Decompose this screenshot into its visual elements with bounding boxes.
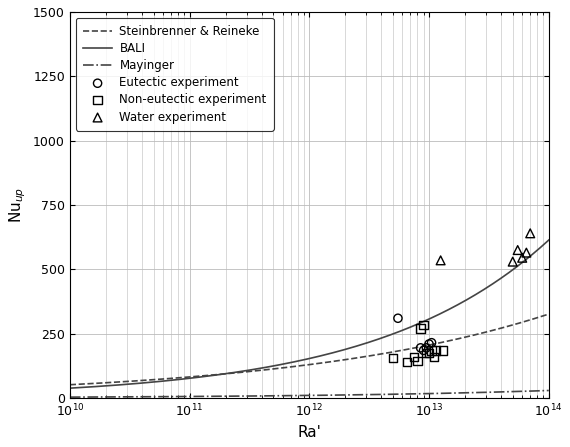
BALI (260, 365, 267, 371)
Line: Mayinger: Mayinger (70, 391, 549, 397)
Steinbrenner & Reineke (115, 380, 122, 385)
BALI (278, 362, 284, 367)
Water experiment (526, 230, 535, 237)
Y-axis label: Nu$_{up}$: Nu$_{up}$ (7, 187, 27, 223)
Steinbrenner & Reineke (67, 382, 74, 388)
Steinbrenner & Reineke (278, 365, 284, 371)
Non-eutectic experiment (419, 321, 428, 328)
BALI (449, 305, 455, 311)
Water experiment (513, 246, 522, 253)
Non-eutectic experiment (425, 350, 434, 357)
Non-eutectic experiment (416, 325, 425, 332)
Non-eutectic experiment (388, 354, 397, 362)
BALI (395, 329, 402, 334)
BALI (67, 385, 74, 391)
Non-eutectic experiment (429, 353, 438, 360)
Mayinger (545, 388, 552, 393)
Non-eutectic experiment (409, 353, 418, 360)
Steinbrenner & Reineke (395, 348, 402, 354)
BALI (545, 237, 552, 243)
Eutectic experiment (422, 344, 431, 351)
Eutectic experiment (427, 339, 436, 346)
Legend: Steinbrenner & Reineke, BALI, Mayinger, Eutectic experiment, Non-eutectic experi: Steinbrenner & Reineke, BALI, Mayinger, … (76, 18, 274, 131)
Steinbrenner & Reineke (440, 339, 447, 345)
Eutectic experiment (425, 341, 434, 348)
Water experiment (518, 254, 527, 261)
Steinbrenner & Reineke (449, 337, 455, 343)
Line: Steinbrenner & Reineke: Steinbrenner & Reineke (70, 314, 549, 385)
Non-eutectic experiment (402, 358, 411, 366)
Mayinger (115, 394, 122, 400)
Water experiment (436, 257, 445, 264)
Non-eutectic experiment (422, 350, 431, 357)
Line: BALI: BALI (70, 240, 549, 388)
Steinbrenner & Reineke (545, 312, 552, 317)
Mayinger (67, 394, 74, 400)
Water experiment (522, 249, 531, 256)
Eutectic experiment (416, 344, 425, 351)
X-axis label: Ra': Ra' (298, 425, 321, 440)
Mayinger (449, 390, 455, 396)
Mayinger (395, 392, 402, 397)
Non-eutectic experiment (413, 357, 422, 364)
Mayinger (278, 393, 284, 398)
Non-eutectic experiment (427, 347, 436, 354)
Non-eutectic experiment (431, 347, 441, 354)
BALI (115, 382, 122, 388)
Mayinger (260, 393, 267, 399)
BALI (440, 310, 447, 315)
Eutectic experiment (393, 315, 402, 322)
Water experiment (508, 258, 518, 265)
Steinbrenner & Reineke (260, 367, 267, 373)
Non-eutectic experiment (438, 347, 447, 354)
Eutectic experiment (419, 347, 428, 354)
Mayinger (440, 391, 447, 396)
